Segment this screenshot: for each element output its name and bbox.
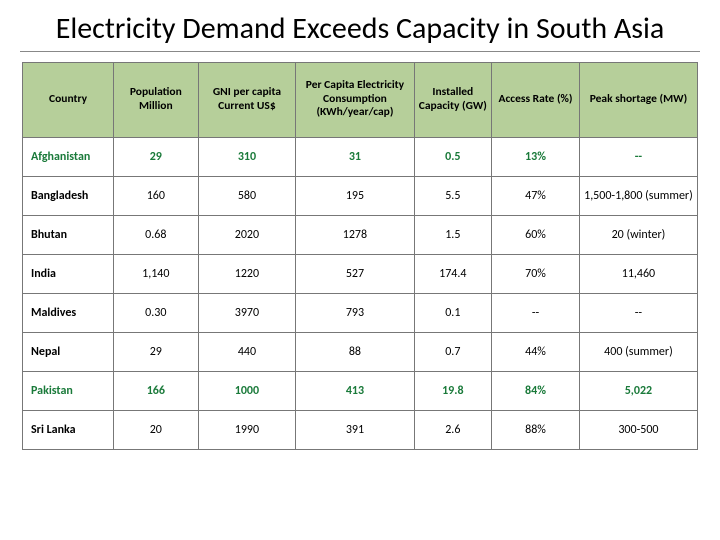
cell-value: 60% — [492, 215, 580, 254]
cell-value: 0.7 — [414, 332, 492, 371]
table-row: Nepal29440880.744%400 (summer) — [23, 332, 698, 371]
cell-value: 166 — [114, 371, 198, 410]
table-row: Pakistan166100041319.884%5,022 — [23, 371, 698, 410]
slide-title: Electricity Demand Exceeds Capacity in S… — [20, 12, 700, 52]
cell-country: Pakistan — [23, 371, 114, 410]
table-row: Afghanistan29310310.513%-- — [23, 137, 698, 176]
cell-value: 391 — [296, 410, 414, 449]
cell-value: 1000 — [198, 371, 296, 410]
table-row: Bhutan0.68202012781.560%20 (winter) — [23, 215, 698, 254]
cell-country: Maldives — [23, 293, 114, 332]
cell-value: 2.6 — [414, 410, 492, 449]
col-population: Population Million — [114, 62, 198, 137]
cell-value: 310 — [198, 137, 296, 176]
cell-value: 1990 — [198, 410, 296, 449]
cell-value: -- — [579, 293, 697, 332]
table-header-row: Country Population Million GNI per capit… — [23, 62, 698, 137]
cell-value: 20 (winter) — [579, 215, 697, 254]
cell-value: 1,500-1,800 (summer) — [579, 176, 697, 215]
col-gni: GNI per capita Current US$ — [198, 62, 296, 137]
cell-country: Nepal — [23, 332, 114, 371]
cell-value: 84% — [492, 371, 580, 410]
cell-value: 29 — [114, 332, 198, 371]
cell-value: 0.1 — [414, 293, 492, 332]
cell-value: 413 — [296, 371, 414, 410]
cell-value: 440 — [198, 332, 296, 371]
cell-value: 0.30 — [114, 293, 198, 332]
cell-value: 300-500 — [579, 410, 697, 449]
table-row: Maldives0.3039707930.1---- — [23, 293, 698, 332]
cell-value: 174.4 — [414, 254, 492, 293]
cell-value: -- — [579, 137, 697, 176]
cell-value: 527 — [296, 254, 414, 293]
cell-value: 47% — [492, 176, 580, 215]
cell-value: 5.5 — [414, 176, 492, 215]
cell-value: 19.8 — [414, 371, 492, 410]
cell-value: -- — [492, 293, 580, 332]
cell-country: Bangladesh — [23, 176, 114, 215]
cell-value: 0.68 — [114, 215, 198, 254]
cell-value: 1278 — [296, 215, 414, 254]
cell-value: 13% — [492, 137, 580, 176]
cell-value: 1220 — [198, 254, 296, 293]
cell-country: Bhutan — [23, 215, 114, 254]
cell-value: 29 — [114, 137, 198, 176]
cell-value: 1,140 — [114, 254, 198, 293]
cell-value: 793 — [296, 293, 414, 332]
cell-country: Afghanistan — [23, 137, 114, 176]
cell-value: 11,460 — [579, 254, 697, 293]
cell-country: Sri Lanka — [23, 410, 114, 449]
cell-value: 88% — [492, 410, 580, 449]
cell-value: 70% — [492, 254, 580, 293]
cell-value: 88 — [296, 332, 414, 371]
cell-value: 0.5 — [414, 137, 492, 176]
cell-value: 2020 — [198, 215, 296, 254]
cell-value: 195 — [296, 176, 414, 215]
cell-value: 580 — [198, 176, 296, 215]
cell-value: 1.5 — [414, 215, 492, 254]
table-body: Afghanistan29310310.513%--Bangladesh1605… — [23, 137, 698, 449]
data-table: Country Population Million GNI per capit… — [22, 62, 698, 450]
cell-country: India — [23, 254, 114, 293]
table-container: Country Population Million GNI per capit… — [20, 62, 700, 450]
col-access: Access Rate (%) — [492, 62, 580, 137]
col-consumption: Per Capita Electricity Consumption (KWh/… — [296, 62, 414, 137]
cell-value: 160 — [114, 176, 198, 215]
cell-value: 31 — [296, 137, 414, 176]
cell-value: 44% — [492, 332, 580, 371]
cell-value: 400 (summer) — [579, 332, 697, 371]
col-shortage: Peak shortage (MW) — [579, 62, 697, 137]
col-capacity: Installed Capacity (GW) — [414, 62, 492, 137]
cell-value: 3970 — [198, 293, 296, 332]
table-row: India1,1401220527174.470%11,460 — [23, 254, 698, 293]
col-country: Country — [23, 62, 114, 137]
table-row: Sri Lanka2019903912.688%300-500 — [23, 410, 698, 449]
cell-value: 5,022 — [579, 371, 697, 410]
cell-value: 20 — [114, 410, 198, 449]
table-row: Bangladesh1605801955.547%1,500-1,800 (su… — [23, 176, 698, 215]
